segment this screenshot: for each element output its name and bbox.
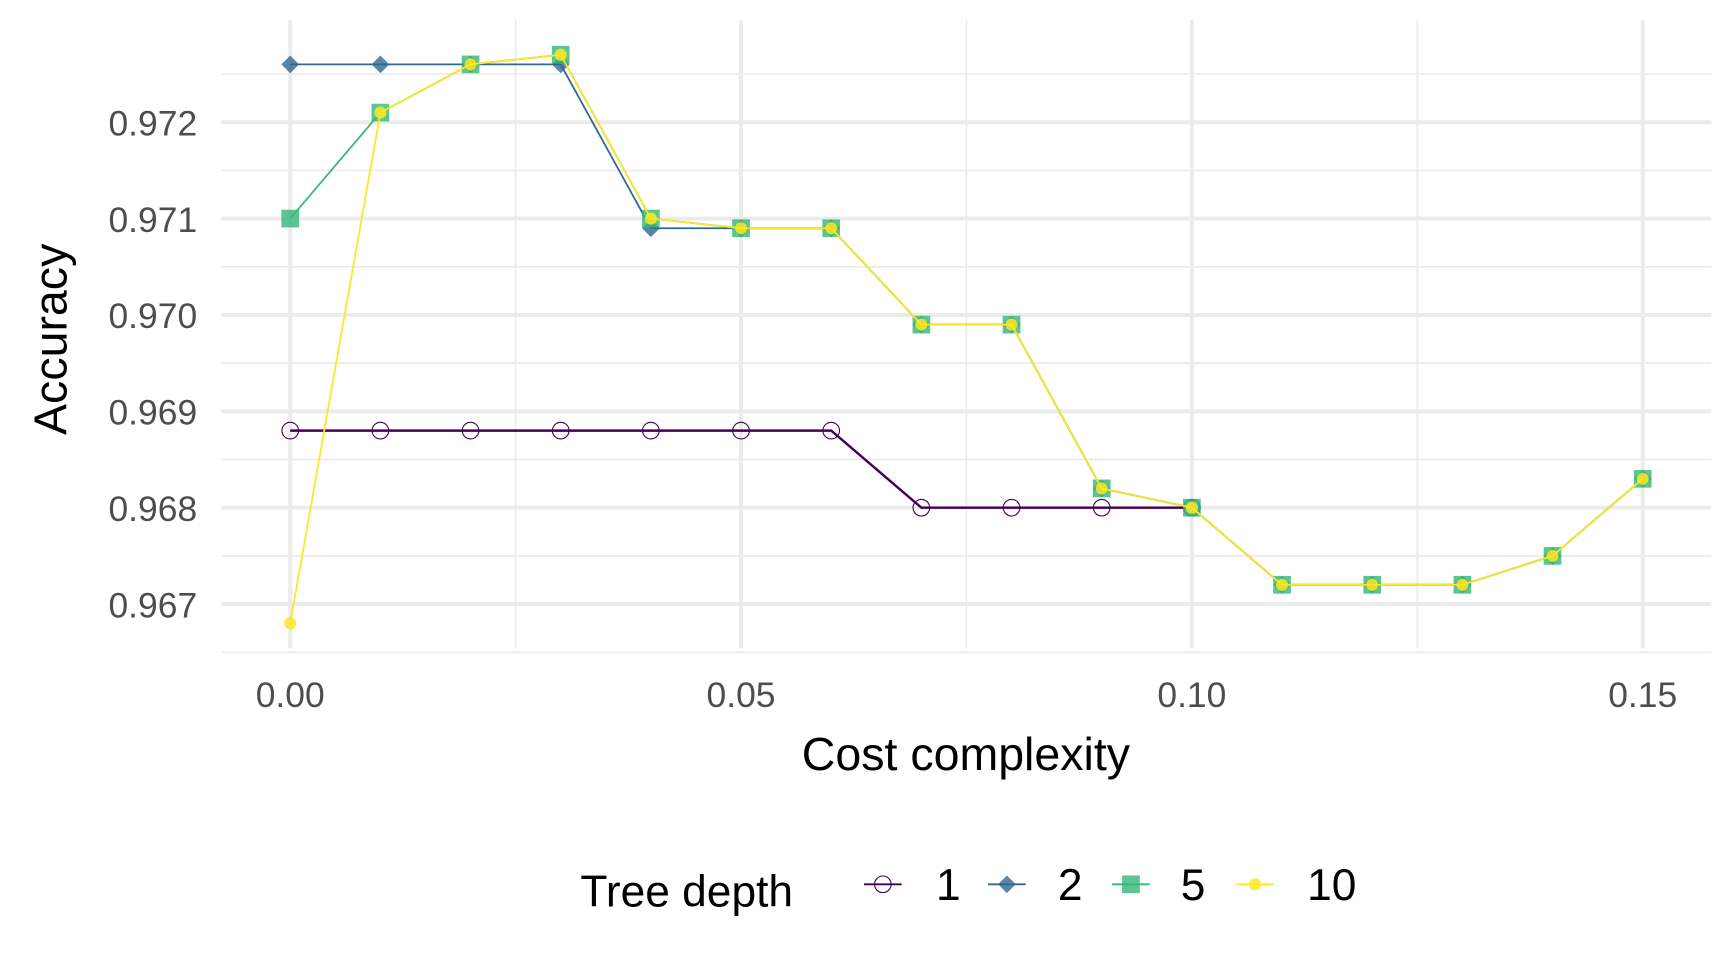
legend-key-depth-10: 10 (1236, 861, 1356, 910)
data-point-depth-10 (284, 617, 297, 630)
data-point-depth-1 (281, 421, 300, 440)
data-point-depth-10 (1005, 318, 1018, 331)
y-tick-label: 0.971 (108, 200, 197, 240)
data-point-depth-10 (1275, 578, 1289, 591)
legend: Tree depth 1 2 5 10 (580, 861, 1356, 917)
data-point-depth-10 (1366, 578, 1379, 591)
data-point-depth-10 (374, 106, 387, 119)
data-point-depth-1 (642, 421, 660, 440)
y-tick-label: 0.969 (108, 393, 197, 433)
data-point-depth-2 (281, 55, 300, 74)
data-point-depth-1 (822, 421, 841, 440)
data-point-depth-10 (1185, 501, 1198, 514)
x-tick-label: 0.15 (1608, 675, 1677, 715)
series-line-depth-10 (289, 53, 1644, 624)
x-tick-label: 0.10 (1157, 675, 1226, 715)
data-point-depth-10 (1636, 472, 1649, 485)
series-line-depth-1 (290, 429, 1192, 509)
legend-marker-diamond-icon (998, 875, 1016, 894)
data-point-depth-10 (915, 318, 928, 331)
data-point-depth-10 (734, 222, 748, 235)
data-point-depth-1 (1092, 498, 1111, 517)
legend-label: 5 (1181, 861, 1206, 910)
data-point-depth-1 (912, 498, 931, 517)
data-point-depth-10 (464, 58, 477, 71)
x-tick-label: 0.05 (707, 675, 776, 715)
data-point-depth-10 (1546, 549, 1559, 562)
data-point-depth-1 (732, 421, 750, 440)
data-point-depth-10 (644, 212, 657, 225)
y-tick-label: 0.970 (108, 296, 197, 336)
y-axis-title: Accuracy (24, 243, 76, 435)
data-point-depth-1 (1002, 498, 1021, 517)
y-tick-labels: 0.967 0.968 0.969 0.970 0.971 0.972 (108, 104, 197, 626)
legend-key-depth-2: 2 (988, 861, 1082, 910)
y-tick-label: 0.967 (108, 585, 197, 625)
y-tick-label: 0.968 (108, 489, 197, 529)
x-tick-labels: 0.00 0.05 0.10 0.15 (256, 675, 1677, 715)
legend-key-depth-1: 1 (864, 861, 961, 910)
legend-marker-open-circle-icon (873, 875, 892, 894)
grid (221, 20, 1712, 654)
data-point-depth-5 (281, 209, 300, 228)
data-point-depth-10 (825, 222, 838, 235)
legend-label: 2 (1058, 861, 1083, 910)
x-axis-title: Cost complexity (802, 728, 1131, 780)
series-depth-1 (281, 421, 1201, 517)
legend-title: Tree depth (580, 867, 793, 916)
x-tick-label: 0.00 (256, 675, 325, 715)
series-depth-10 (284, 48, 1649, 630)
data-point-depth-1 (371, 421, 390, 440)
legend-label: 10 (1307, 861, 1356, 910)
data-point-depth-1 (461, 421, 480, 440)
legend-key-depth-5: 5 (1112, 861, 1205, 910)
legend-label: 1 (936, 861, 961, 910)
data-point-depth-10 (1095, 482, 1108, 495)
y-tick-label: 0.972 (108, 104, 197, 144)
legend-marker-square-icon (1122, 875, 1140, 894)
data-point-depth-1 (551, 421, 570, 440)
data-point-depth-2 (371, 55, 390, 74)
legend-marker-circle-icon (1248, 878, 1262, 891)
data-point-depth-10 (554, 48, 567, 61)
data-point-depth-10 (1456, 578, 1469, 591)
